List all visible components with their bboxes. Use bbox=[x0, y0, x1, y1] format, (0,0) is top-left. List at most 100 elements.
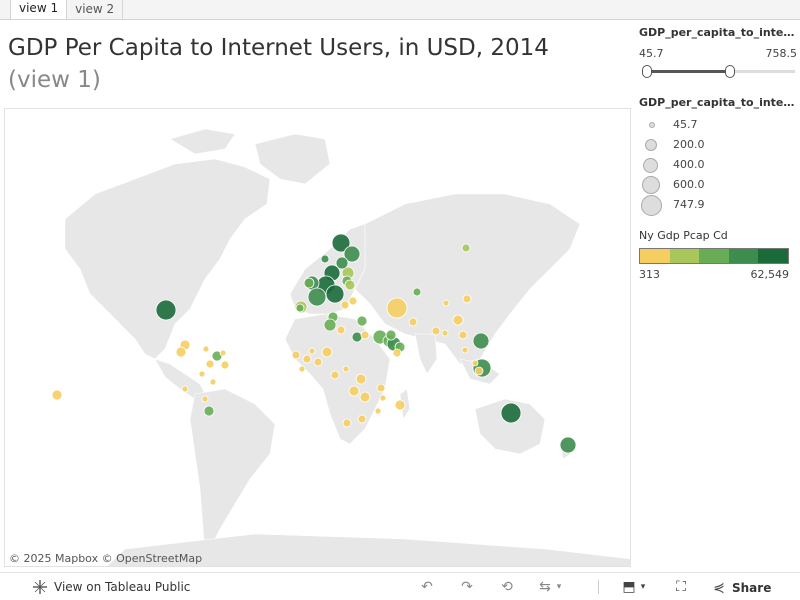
country-circle[interactable] bbox=[474, 366, 484, 376]
fullscreen-icon: ⛶ bbox=[676, 579, 686, 595]
country-circle[interactable] bbox=[472, 332, 490, 350]
country-circle[interactable] bbox=[342, 418, 352, 428]
map-attribution[interactable]: © 2025 Mapbox © OpenStreetMap bbox=[9, 552, 203, 565]
country-circle[interactable] bbox=[412, 287, 422, 297]
country-circle[interactable] bbox=[308, 347, 316, 355]
undo-button[interactable]: ↶ bbox=[418, 578, 436, 596]
country-circle[interactable] bbox=[355, 373, 367, 385]
country-circle[interactable] bbox=[442, 299, 450, 307]
revert-button[interactable]: ⟲ bbox=[498, 578, 516, 596]
size-legend-title: GDP_per_capita_to_inter... bbox=[639, 96, 797, 109]
share-label: Share bbox=[732, 581, 772, 595]
country-circle[interactable] bbox=[344, 279, 356, 291]
country-circle[interactable] bbox=[500, 402, 522, 424]
country-circle[interactable] bbox=[336, 325, 346, 335]
country-circle[interactable] bbox=[209, 378, 217, 386]
view-on-public-link[interactable]: View on Tableau Public bbox=[32, 579, 190, 595]
tab-view-2[interactable]: view 2 bbox=[66, 0, 124, 19]
refresh-button[interactable]: ⇆ ▾ bbox=[536, 578, 564, 596]
range-slider[interactable] bbox=[639, 64, 797, 78]
country-circle[interactable] bbox=[51, 389, 63, 401]
map-view[interactable]: © 2025 Mapbox © OpenStreetMap bbox=[4, 108, 631, 567]
country-circle[interactable] bbox=[374, 407, 382, 415]
data-circles bbox=[51, 233, 577, 454]
country-circle[interactable] bbox=[321, 346, 333, 358]
country-circle[interactable] bbox=[394, 399, 406, 411]
country-circle[interactable] bbox=[441, 329, 449, 337]
country-circle[interactable] bbox=[360, 330, 370, 340]
page-title: GDP Per Capita to Internet Users, in USD… bbox=[8, 32, 618, 96]
country-circle[interactable] bbox=[386, 297, 408, 319]
size-legend-label: 600.0 bbox=[673, 178, 705, 191]
size-circle bbox=[649, 122, 655, 128]
country-circle[interactable] bbox=[298, 365, 306, 373]
country-circle[interactable] bbox=[155, 299, 177, 321]
country-circle[interactable] bbox=[340, 300, 350, 310]
title-main: GDP Per Capita to Internet Users, in USD… bbox=[8, 35, 549, 61]
country-circle[interactable] bbox=[342, 365, 350, 373]
country-circle[interactable] bbox=[323, 318, 337, 332]
country-circle[interactable] bbox=[431, 326, 441, 336]
country-circle[interactable] bbox=[320, 254, 330, 264]
color-swatch bbox=[699, 249, 729, 263]
redo-button[interactable]: ↷ bbox=[458, 578, 476, 596]
country-circle[interactable] bbox=[205, 359, 215, 369]
country-circle[interactable] bbox=[348, 385, 360, 397]
country-circle[interactable] bbox=[461, 346, 469, 354]
world-map[interactable] bbox=[5, 109, 631, 567]
country-circle[interactable] bbox=[198, 370, 206, 378]
country-circle[interactable] bbox=[325, 284, 345, 304]
country-circle[interactable] bbox=[313, 357, 323, 367]
country-circle[interactable] bbox=[203, 405, 215, 417]
title-view: (view 1) bbox=[8, 67, 101, 93]
country-circle[interactable] bbox=[343, 245, 361, 263]
country-circle[interactable] bbox=[385, 329, 397, 341]
country-circle[interactable] bbox=[471, 359, 479, 367]
country-circle[interactable] bbox=[331, 233, 351, 253]
country-circle[interactable] bbox=[330, 370, 340, 380]
download-button[interactable]: ⬒ ▾ bbox=[620, 578, 648, 596]
country-circle[interactable] bbox=[458, 330, 468, 340]
country-circle[interactable] bbox=[335, 256, 349, 270]
chevron-down-icon: ▾ bbox=[556, 582, 562, 592]
country-circle[interactable] bbox=[351, 331, 363, 343]
country-circle[interactable] bbox=[201, 395, 209, 403]
tab-view-1[interactable]: view 1 bbox=[10, 0, 68, 19]
country-circle[interactable] bbox=[181, 385, 189, 393]
undo-icon: ↶ bbox=[421, 579, 433, 595]
country-circle[interactable] bbox=[461, 243, 471, 253]
country-circle[interactable] bbox=[359, 391, 371, 403]
country-circle[interactable] bbox=[392, 348, 402, 358]
size-legend-label: 747.9 bbox=[673, 198, 705, 211]
country-circle[interactable] bbox=[452, 314, 464, 326]
country-circle[interactable] bbox=[307, 287, 327, 307]
share-button[interactable]: ⋞ Share bbox=[710, 579, 771, 597]
country-circle[interactable] bbox=[408, 317, 418, 327]
country-circle[interactable] bbox=[379, 394, 387, 402]
tab-bar: view 1 view 2 bbox=[0, 0, 800, 20]
filter-max: 758.5 bbox=[765, 47, 798, 60]
country-circle[interactable] bbox=[302, 354, 312, 364]
country-circle[interactable] bbox=[202, 345, 210, 353]
country-circle[interactable] bbox=[219, 349, 227, 357]
chevron-down-icon: ▾ bbox=[640, 582, 646, 592]
country-circle[interactable] bbox=[376, 383, 386, 393]
color-legend-bar bbox=[639, 248, 789, 264]
slider-fill bbox=[647, 70, 731, 73]
slider-max-handle[interactable] bbox=[725, 65, 735, 78]
country-circle[interactable] bbox=[462, 294, 472, 304]
color-legend-title: Ny Gdp Pcap Cd bbox=[639, 229, 728, 242]
country-circle[interactable] bbox=[175, 346, 187, 358]
country-circle[interactable] bbox=[357, 414, 367, 424]
country-circle[interactable] bbox=[295, 303, 305, 313]
fullscreen-button[interactable]: ⛶ bbox=[672, 578, 690, 596]
filter-min: 45.7 bbox=[639, 47, 664, 60]
country-circle[interactable] bbox=[291, 350, 301, 360]
country-circle[interactable] bbox=[220, 360, 230, 370]
country-circle[interactable] bbox=[348, 296, 358, 306]
download-icon: ⬒ bbox=[622, 579, 636, 595]
country-circle[interactable] bbox=[356, 315, 368, 327]
country-circle[interactable] bbox=[303, 277, 315, 289]
slider-min-handle[interactable] bbox=[642, 65, 652, 78]
country-circle[interactable] bbox=[559, 436, 577, 454]
